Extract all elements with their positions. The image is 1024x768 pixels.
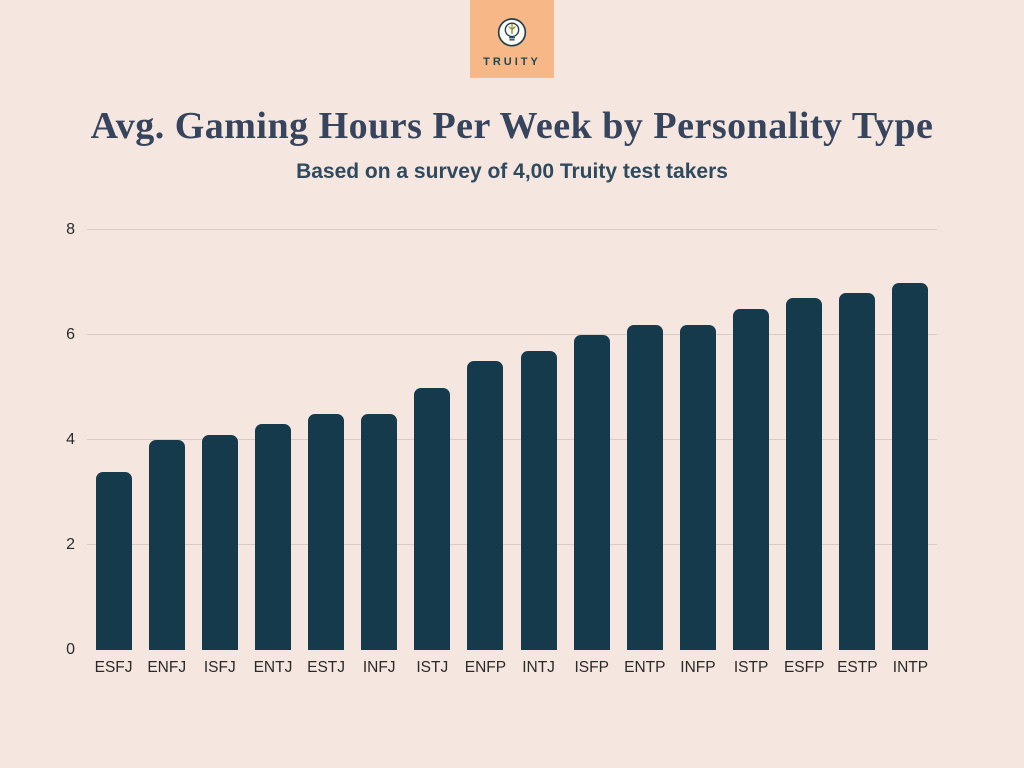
- bar-infj: [361, 413, 398, 650]
- bar-slot-entp: [618, 230, 671, 650]
- bar-estp: [839, 293, 876, 650]
- bar-isfj: [201, 434, 238, 650]
- bar-slot-isfj: [193, 230, 246, 650]
- bar-enfj: [148, 440, 185, 650]
- x-tick-label-isfp: ISFP: [574, 659, 609, 676]
- x-tick-label-infj: INFJ: [362, 659, 396, 676]
- page-subtitle: Based on a survey of 4,00 Truity test ta…: [296, 160, 728, 183]
- bar-infp: [679, 324, 716, 650]
- bar-intj: [520, 350, 557, 650]
- bar-enfp: [467, 361, 504, 650]
- x-tick-label-istj: ISTJ: [416, 659, 449, 676]
- bar-slot-intj: [512, 230, 565, 650]
- bar-slot-entj: [246, 230, 299, 650]
- bar-slot-estj: [300, 230, 353, 650]
- bar-isfp: [573, 335, 610, 650]
- x-tick-label-estj: ESTJ: [307, 659, 346, 676]
- y-tick-label-0: 0: [66, 641, 75, 658]
- x-tick-label-infp: INFP: [680, 659, 716, 676]
- gridline-2: [87, 544, 937, 545]
- bar-slot-istj: [406, 230, 459, 650]
- x-tick-label-entj: ENTJ: [253, 659, 293, 676]
- y-tick-label-6: 6: [66, 326, 75, 343]
- bar-slot-estp: [831, 230, 884, 650]
- bar-entp: [626, 324, 663, 650]
- bar-slot-esfp: [778, 230, 831, 650]
- bar-estj: [308, 413, 345, 650]
- gridline-4: [87, 439, 937, 440]
- bar-istj: [414, 387, 451, 650]
- bar-intp: [892, 282, 929, 650]
- y-tick-label-8: 8: [66, 221, 75, 238]
- plot-area: 0 2 4 6 8: [66, 221, 937, 658]
- x-tick-label-estp: ESTP: [837, 659, 878, 676]
- x-tick-label-istp: ISTP: [733, 659, 769, 676]
- bar-slot-infp: [671, 230, 724, 650]
- y-tick-label-2: 2: [66, 536, 75, 553]
- bar-slot-isfp: [565, 230, 618, 650]
- x-axis-labels: ESFJ ENFJ ISFJ ENTJ ESTJ INFJ ISTJ ENFP INTJ ISFP…: [87, 659, 937, 677]
- lightbulb-plant-icon: [492, 14, 532, 54]
- bar-slot-infj: [353, 230, 406, 650]
- x-tick-label-enfp: ENFP: [464, 659, 507, 676]
- x-tick-label-esfp: ESFP: [783, 659, 825, 676]
- gridline-6: [87, 334, 937, 335]
- x-tick-label-esfj: ESFJ: [94, 659, 133, 676]
- x-tick-label-intj: INTJ: [522, 659, 555, 676]
- bar-esfj: [95, 471, 132, 650]
- bars: [87, 230, 937, 650]
- bar-entj: [254, 424, 291, 650]
- page-title: Avg. Gaming Hours Per Week by Personalit…: [90, 105, 934, 147]
- bar-slot-istp: [725, 230, 778, 650]
- x-tick-label-intp: INTP: [892, 659, 929, 676]
- brand-logo: TRUITY: [470, 0, 554, 78]
- bar-slot-enfj: [140, 230, 193, 650]
- y-tick-label-4: 4: [66, 431, 75, 448]
- bar-slot-esfj: [87, 230, 140, 650]
- brand-name: TRUITY: [483, 56, 541, 68]
- bar-chart: 0 2 4 6 8 ESFJ ENFJ ISFJ ENTJ ESTJ INFJ ISTJ ENFP IN…: [66, 221, 937, 677]
- x-tick-label-isfj: ISFJ: [203, 659, 236, 676]
- gridline-8: [87, 229, 937, 230]
- x-tick-label-entp: ENTP: [624, 659, 666, 676]
- x-tick-label-enfj: ENFJ: [147, 659, 187, 676]
- bar-slot-enfp: [459, 230, 512, 650]
- bar-esfp: [786, 298, 823, 650]
- bar-istp: [733, 308, 770, 650]
- bar-slot-intp: [884, 230, 937, 650]
